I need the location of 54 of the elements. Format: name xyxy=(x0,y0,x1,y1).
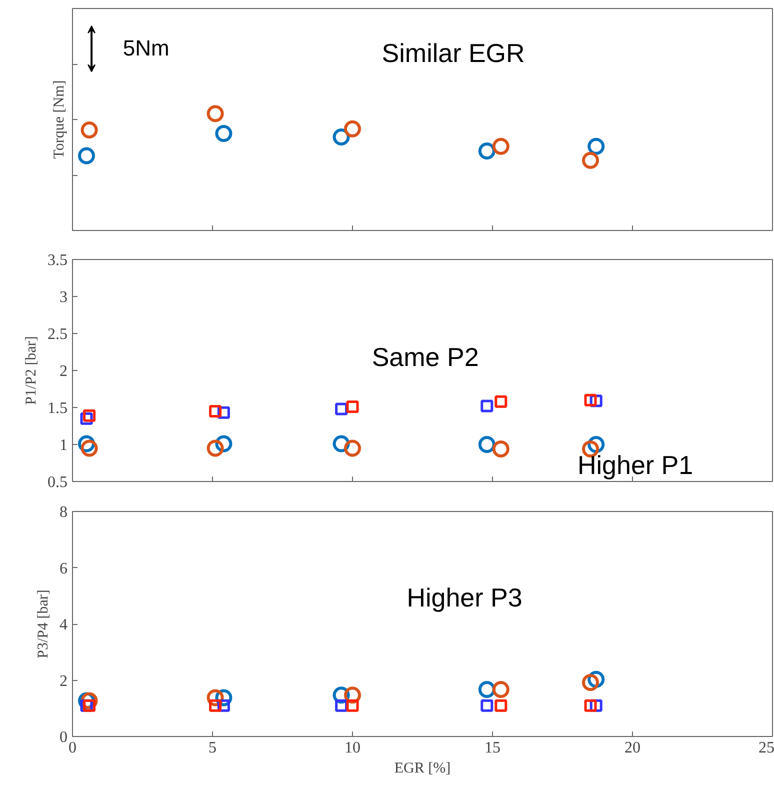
text: Similar EGR xyxy=(382,38,525,68)
point xyxy=(582,152,599,169)
y-axis-title: P1/P2 [bar] xyxy=(24,336,40,405)
point xyxy=(346,400,359,414)
y-tick-label: 4 xyxy=(60,616,68,634)
point xyxy=(80,440,98,457)
point xyxy=(335,699,348,712)
annotation: Higher P1 xyxy=(577,450,694,480)
y-axis-title: Torque [Nm] xyxy=(52,80,68,159)
point xyxy=(209,404,222,418)
point xyxy=(80,122,98,138)
y-axis-title: P3/P4 [bar] xyxy=(36,590,52,658)
point xyxy=(83,409,96,422)
y-tick-label: 3 xyxy=(60,289,68,306)
x-tick-label: 10 xyxy=(344,740,360,756)
point xyxy=(78,147,95,164)
point xyxy=(582,674,599,691)
x-tick-label: 15 xyxy=(484,740,500,756)
text: 5Nm xyxy=(122,36,170,61)
x-tick-label: 20 xyxy=(624,740,640,756)
annotation: Same P2 xyxy=(372,342,479,372)
point xyxy=(215,125,232,142)
point xyxy=(584,699,597,712)
point xyxy=(478,142,496,160)
point xyxy=(206,105,224,122)
point xyxy=(480,400,494,412)
point xyxy=(588,138,605,155)
point xyxy=(494,699,508,712)
y-tick-label: 0 xyxy=(60,729,68,746)
y-tick-label: 3.5 xyxy=(48,252,68,269)
y-tick-label: 2 xyxy=(60,363,68,380)
point xyxy=(584,394,597,406)
point xyxy=(335,402,348,416)
point xyxy=(494,395,508,408)
y-tick-label: 2 xyxy=(60,672,68,690)
point xyxy=(480,699,494,712)
y-tick-label: 2.5 xyxy=(48,326,68,343)
x-tick-label: 5 xyxy=(208,740,216,756)
y-tick-label: 0.5 xyxy=(48,474,68,491)
annotation: Higher P3 xyxy=(406,582,522,613)
x-axis-title: EGR [%] xyxy=(394,760,451,776)
y-tick-label: 1 xyxy=(60,437,68,454)
point xyxy=(206,440,224,457)
point xyxy=(492,440,510,458)
y-tick-label: 8 xyxy=(60,504,68,521)
point xyxy=(492,138,510,155)
point xyxy=(209,699,222,712)
y-tick-label: 1.5 xyxy=(48,400,68,417)
point xyxy=(344,120,361,138)
point xyxy=(344,440,361,457)
x-tick-label: 25 xyxy=(758,740,774,756)
y-tick-label: 6 xyxy=(60,560,68,578)
point xyxy=(346,699,359,712)
point xyxy=(492,681,510,698)
